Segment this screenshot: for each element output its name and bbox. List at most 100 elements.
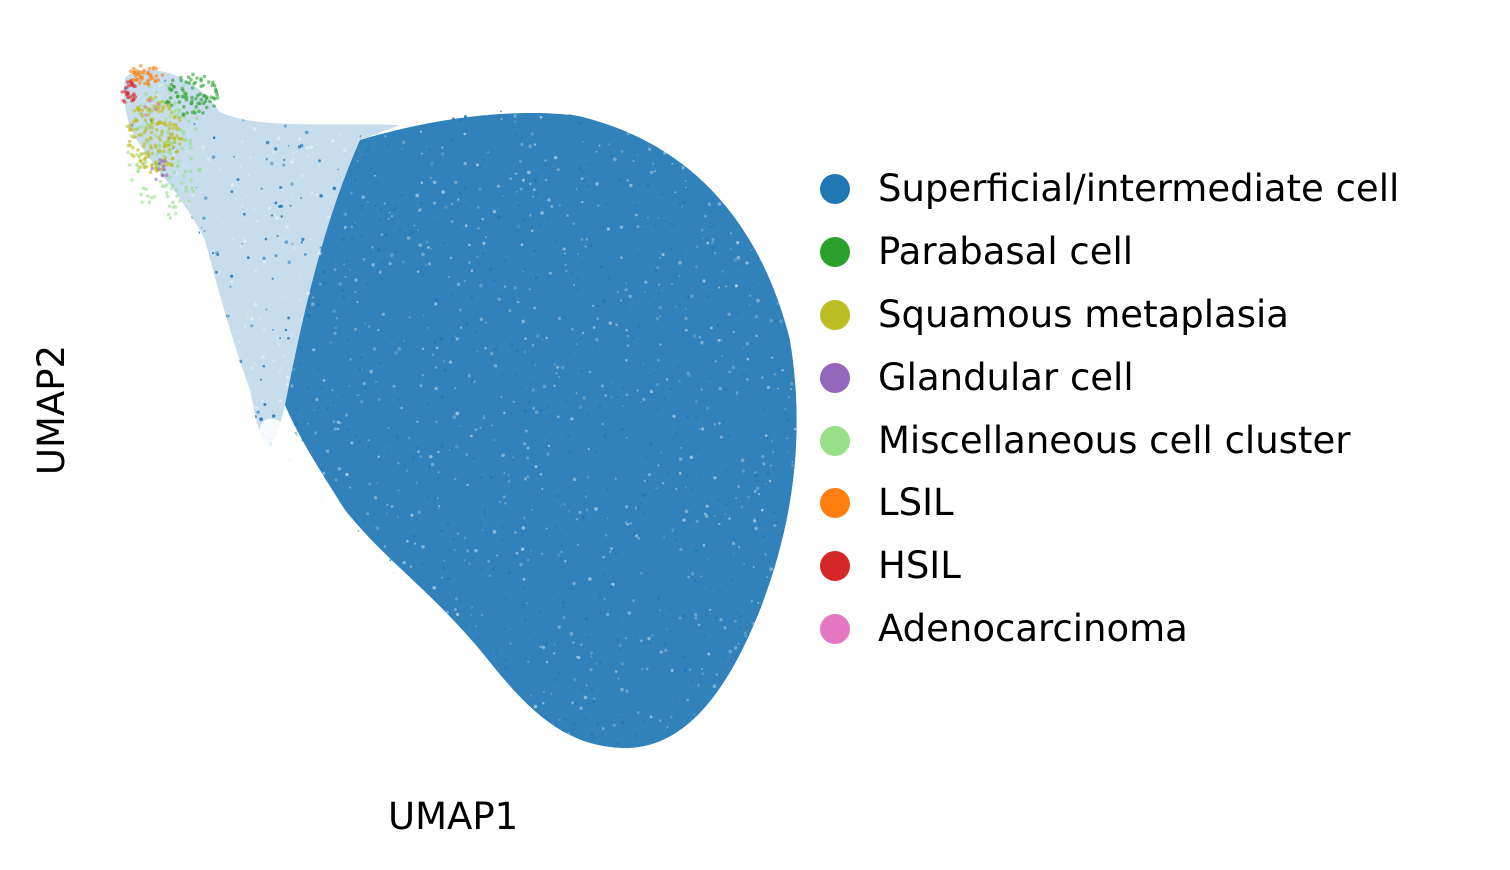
scatter-point <box>147 590 150 592</box>
scatter-point <box>170 157 175 161</box>
scatter-point <box>700 667 704 671</box>
scatter-point <box>287 260 291 264</box>
legend-marker-icon <box>820 174 850 205</box>
scatter-point <box>182 163 187 168</box>
scatter-point <box>362 745 366 748</box>
scatter-point <box>590 133 593 136</box>
scatter-point <box>485 236 487 238</box>
scatter-point <box>291 563 294 567</box>
scatter-point <box>374 204 377 207</box>
scatter-point <box>533 143 537 146</box>
scatter-point <box>265 532 269 535</box>
scatter-point <box>648 147 652 151</box>
scatter-point <box>316 695 321 699</box>
scatter-point <box>227 601 230 604</box>
scatter-point <box>236 628 240 632</box>
scatter-point <box>583 695 588 700</box>
scatter-point <box>342 394 345 398</box>
scatter-point <box>164 173 169 177</box>
scatter-point <box>693 548 697 552</box>
scatter-point <box>358 111 361 115</box>
scatter-point <box>122 434 125 437</box>
scatter-point <box>683 75 687 79</box>
scatter-point <box>410 513 414 517</box>
scatter-point <box>287 145 290 147</box>
scatter-point <box>159 276 163 280</box>
scatter-point <box>456 282 461 287</box>
scatter-point <box>463 279 467 283</box>
scatter-point <box>581 200 584 204</box>
scatter-point <box>146 292 150 295</box>
scatter-point <box>242 239 247 243</box>
scatter-point <box>156 743 160 747</box>
scatter-point <box>339 633 342 636</box>
scatter-point <box>242 212 246 216</box>
scatter-point <box>142 531 146 535</box>
scatter-point <box>204 549 207 553</box>
scatter-point <box>700 388 703 391</box>
scatter-point <box>532 195 535 198</box>
scatter-point <box>175 282 178 286</box>
scatter-point <box>503 285 507 288</box>
scatter-point <box>698 428 701 430</box>
scatter-point <box>388 261 392 266</box>
scatter-point <box>299 143 304 148</box>
scatter-point <box>255 219 259 223</box>
scatter-point <box>226 312 230 316</box>
scatter-point <box>131 473 136 477</box>
scatter-point <box>334 704 337 707</box>
scatter-point <box>507 570 512 575</box>
scatter-point <box>149 109 154 113</box>
scatter-point <box>768 432 772 435</box>
scatter-point <box>432 742 437 747</box>
scatter-point <box>258 577 262 581</box>
scatter-point <box>142 68 146 73</box>
scatter-point <box>199 78 203 83</box>
scatter-point <box>587 448 590 451</box>
scatter-point <box>134 622 139 627</box>
scatter-point <box>231 238 235 241</box>
main-cluster-density <box>285 113 797 749</box>
scatter-point <box>238 628 243 633</box>
scatter-point <box>649 715 653 719</box>
scatter-point <box>528 214 532 217</box>
scatter-point <box>582 179 587 183</box>
scatter-point <box>659 315 662 318</box>
scatter-point <box>598 144 601 147</box>
scatter-point <box>752 645 755 649</box>
scatter-point <box>725 647 728 650</box>
scatter-point <box>762 462 766 466</box>
scatter-point <box>284 560 288 563</box>
scatter-point <box>610 77 613 80</box>
scatter-point <box>584 495 587 498</box>
scatter-point <box>218 689 222 693</box>
scatter-point <box>151 171 156 175</box>
legend-item: HSIL <box>818 535 1399 598</box>
scatter-point <box>394 350 399 355</box>
scatter-point <box>361 702 365 706</box>
scatter-point <box>187 295 190 298</box>
scatter-point <box>440 749 443 752</box>
scatter-point <box>718 421 721 425</box>
scatter-point <box>419 130 423 133</box>
scatter-point <box>288 702 291 705</box>
scatter-point <box>236 331 239 334</box>
scatter-point <box>523 516 526 520</box>
scatter-point <box>150 605 153 608</box>
scatter-point <box>149 130 154 135</box>
scatter-point <box>278 343 281 346</box>
scatter-point <box>434 387 437 391</box>
scatter-point <box>588 577 592 581</box>
scatter-point <box>696 245 699 248</box>
scatter-point <box>531 360 535 364</box>
scatter-point <box>587 94 591 98</box>
scatter-point <box>360 71 364 75</box>
scatter-point <box>169 433 174 438</box>
scatter-point <box>475 624 478 627</box>
scatter-point <box>513 286 517 290</box>
scatter-point <box>744 650 748 654</box>
scatter-point <box>527 170 531 175</box>
scatter-point <box>635 636 638 639</box>
scatter-point <box>443 76 448 80</box>
scatter-point <box>478 260 482 264</box>
